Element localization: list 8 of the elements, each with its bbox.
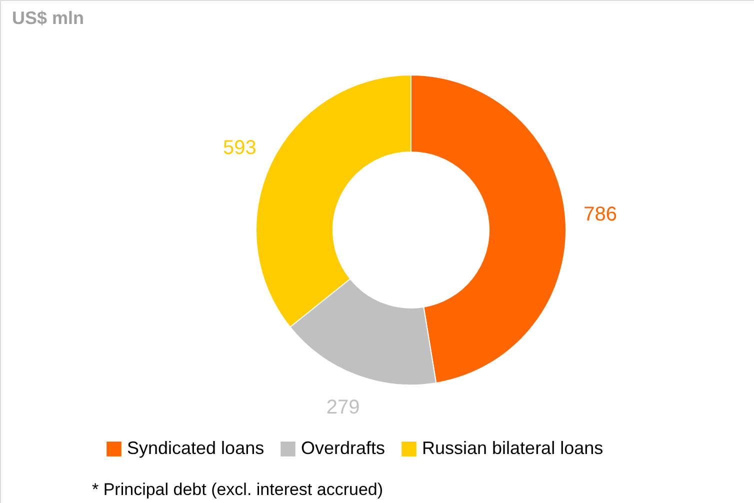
legend-label: Russian bilateral loans xyxy=(422,438,604,458)
legend-label: Syndicated loans xyxy=(127,438,264,458)
chart-title: US$ mln xyxy=(12,8,84,28)
data-label: 279 xyxy=(326,396,360,418)
data-label: 786 xyxy=(584,204,618,226)
legend-label: Overdrafts xyxy=(301,438,386,458)
data-label: 593 xyxy=(222,136,256,159)
text: * Principal debt (excl. interest accrued) xyxy=(92,480,384,499)
